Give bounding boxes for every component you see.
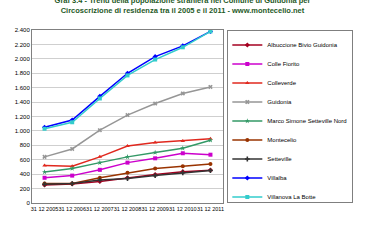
svg-text:1.400: 1.400 [15,99,31,105]
svg-text:Marco Simone Setteville Nord: Marco Simone Setteville Nord [267,118,346,124]
svg-text:31 12 2007: 31 12 2007 [86,206,114,212]
svg-text:800: 800 [20,142,31,148]
svg-text:Villanova La Botte: Villanova La Botte [267,194,316,200]
svg-text:1.800: 1.800 [15,70,31,76]
svg-text:31 12 2008: 31 12 2008 [114,206,142,212]
svg-text:31 12 2005: 31 12 2005 [31,206,59,212]
svg-text:31 12 2009: 31 12 2009 [141,206,169,212]
svg-text:200: 200 [20,186,31,192]
svg-text:Colle Fiorito: Colle Fiorito [267,61,300,67]
svg-text:Montecelio: Montecelio [267,137,297,143]
svg-text:Setteville: Setteville [267,156,292,162]
svg-text:2.200: 2.200 [15,42,31,48]
svg-text:Colleverde: Colleverde [267,80,296,86]
svg-text:Guidonia: Guidonia [267,99,292,105]
svg-text:0: 0 [26,200,30,206]
svg-text:1.000: 1.000 [15,128,31,134]
svg-text:31 12 2010: 31 12 2010 [169,206,197,212]
svg-text:1.200: 1.200 [15,114,31,120]
svg-text:Albuccione Bivio Guidonia: Albuccione Bivio Guidonia [267,42,337,48]
svg-text:2.000: 2.000 [15,56,31,62]
svg-text:Villalba: Villalba [267,175,287,181]
svg-text:1.600: 1.600 [15,85,31,91]
svg-text:Graf 3.4 - Trend della popolaz: Graf 3.4 - Trend della popolazione stran… [55,0,311,15]
svg-text:400: 400 [20,171,31,177]
svg-text:600: 600 [20,157,31,163]
svg-text:31 12 2011: 31 12 2011 [197,206,224,212]
svg-text:2.400: 2.400 [15,27,31,33]
svg-text:31 12 2006: 31 12 2006 [58,206,86,212]
